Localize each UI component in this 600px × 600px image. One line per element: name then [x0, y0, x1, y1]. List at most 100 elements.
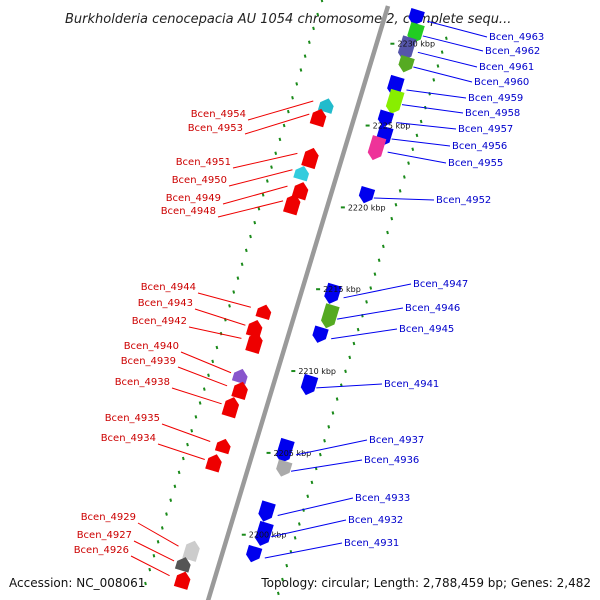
gene-glyph-reverse — [214, 438, 231, 455]
gene-label[interactable]: Bcen_4934 — [101, 433, 156, 444]
gene-leader-lines — [130, 20, 488, 577]
gene-label[interactable]: Bcen_4940 — [124, 341, 179, 352]
gene-glyph-forward — [397, 35, 417, 61]
ruler-dash — [373, 272, 377, 276]
gene-leader-line — [232, 152, 298, 169]
ruler-dash — [394, 203, 398, 207]
ruler-dash — [253, 220, 257, 225]
gene-label[interactable]: Bcen_4932 — [348, 515, 403, 526]
ruler-dash — [432, 78, 436, 82]
gene-label[interactable]: Bcen_4947 — [413, 279, 468, 290]
ruler-dash — [276, 591, 280, 596]
gene-glyph-forward — [312, 325, 329, 343]
gene-label[interactable]: Bcen_4948 — [161, 206, 216, 217]
gene-label[interactable]: Bcen_4955 — [448, 158, 503, 169]
gene-glyph-forward — [358, 185, 376, 204]
gene-label[interactable]: Bcen_4937 — [369, 435, 424, 446]
ruler-dash — [335, 397, 339, 401]
gene-leader-line — [130, 555, 170, 577]
ruler-dash — [356, 327, 360, 332]
gene-label[interactable]: Bcen_4931 — [344, 538, 399, 549]
gene-glyph-forward — [276, 459, 293, 477]
gene-leader-line — [161, 423, 211, 442]
gene-label[interactable]: Bcen_4939 — [121, 356, 176, 367]
gene-label[interactable]: Bcen_4941 — [384, 379, 439, 390]
gene-label[interactable]: Bcen_4957 — [458, 124, 513, 135]
ruler-dash — [307, 40, 311, 44]
gene-glyph-forward — [276, 437, 295, 463]
gene-label[interactable]: Bcen_4952 — [436, 195, 491, 206]
gene-label[interactable]: Bcen_4944 — [141, 282, 196, 293]
ruler-dash — [160, 526, 164, 530]
gene-glyph-reverse — [301, 147, 319, 170]
gene-label[interactable]: Bcen_4956 — [452, 141, 507, 152]
gene-leader-line — [217, 200, 284, 218]
backbone-line — [205, 5, 391, 600]
gene-label[interactable]: Bcen_4935 — [105, 413, 160, 424]
ruler-dash — [390, 216, 394, 221]
gene-label[interactable]: Bcen_4949 — [166, 193, 221, 204]
gene-label[interactable]: Bcen_4929 — [81, 512, 136, 523]
gene-label[interactable]: Bcen_4927 — [77, 530, 132, 541]
gene-label[interactable]: Bcen_4960 — [474, 77, 529, 88]
ruler-dash — [165, 512, 168, 516]
gene-label[interactable]: Bcen_4953 — [188, 123, 243, 134]
gene-label[interactable]: Bcen_4943 — [138, 298, 193, 309]
gene-leader-line — [197, 292, 251, 308]
ruler-dash — [207, 373, 210, 378]
ruler-dash — [377, 258, 381, 263]
ruler-dash — [278, 137, 282, 142]
ruler-dash — [312, 26, 315, 31]
accession-text: Accession: NC_008061 — [9, 576, 145, 590]
gene-glyph-reverse — [283, 194, 301, 216]
ruler-dash — [318, 452, 322, 457]
gene-label[interactable]: Bcen_4962 — [485, 46, 540, 57]
ruler-dash — [348, 355, 352, 360]
gene-leader-line — [406, 89, 467, 99]
ruler-dash — [194, 415, 198, 419]
gene-label[interactable]: Bcen_4950 — [172, 175, 227, 186]
gene-label[interactable]: Bcen_4938 — [115, 377, 170, 388]
ruler-dash — [306, 494, 310, 498]
gene-leader-line — [427, 20, 488, 38]
gene-label[interactable]: Bcen_4945 — [399, 324, 454, 335]
kbp-tick-label: 2220 kbp — [348, 203, 386, 212]
gene-leader-line — [222, 185, 288, 205]
topology-summary: Topology: circular; Length: 2,788,459 bp… — [260, 576, 591, 590]
gene-label[interactable]: Bcen_4946 — [405, 303, 460, 314]
gene-glyph-forward — [385, 88, 405, 114]
gene-leader-line — [331, 328, 398, 340]
gene-leader-line — [188, 326, 242, 339]
gene-label[interactable]: Bcen_4936 — [364, 455, 419, 466]
gene-label[interactable]: Bcen_4954 — [191, 109, 246, 120]
ruler-dash — [181, 456, 185, 461]
gene-label[interactable]: Bcen_4963 — [489, 32, 544, 43]
ruler-dash — [444, 36, 448, 40]
gene-label[interactable]: Bcen_4933 — [355, 493, 410, 504]
ruler-dash — [419, 119, 423, 124]
gene-glyph-reverse — [205, 454, 222, 473]
gene-glyph-forward — [321, 303, 340, 329]
gene-label[interactable]: Bcen_4959 — [468, 93, 523, 104]
gene-glyph-forward — [367, 135, 387, 161]
gene-leader-line — [247, 100, 314, 121]
gene-leader-line — [343, 283, 412, 299]
gene-label[interactable]: Bcen_4942 — [132, 316, 187, 327]
gene-glyph-reverse — [245, 332, 263, 355]
gene-label[interactable]: Bcen_4926 — [74, 545, 129, 556]
kbp-tick-label: 2230 kbp — [397, 40, 435, 49]
gene-label[interactable]: Bcen_4961 — [479, 62, 534, 73]
ruler-dash — [415, 133, 419, 138]
gene-leader-line — [417, 51, 478, 68]
ruler-dash — [285, 563, 289, 568]
gene-glyph-reverse — [173, 571, 191, 590]
gene-label[interactable]: Bcen_4958 — [465, 108, 520, 119]
gene-leader-line — [391, 138, 451, 147]
gene-label[interactable]: Bcen_4951 — [176, 157, 231, 168]
gene-leader-line — [157, 443, 205, 460]
ruler-dash — [365, 300, 368, 304]
ruler-dash — [257, 206, 261, 211]
ruler-dash — [177, 470, 181, 475]
ruler-dash — [186, 442, 189, 447]
